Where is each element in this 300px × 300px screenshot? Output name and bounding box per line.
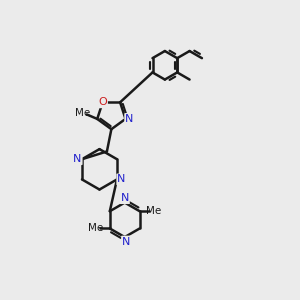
Text: N: N xyxy=(122,236,130,247)
Text: N: N xyxy=(121,193,129,203)
Text: Me: Me xyxy=(146,206,162,216)
Text: O: O xyxy=(98,97,107,107)
Text: N: N xyxy=(117,174,126,184)
Text: N: N xyxy=(73,154,82,164)
Text: Me: Me xyxy=(75,108,90,118)
Text: Me: Me xyxy=(88,224,103,233)
Text: N: N xyxy=(125,114,134,124)
